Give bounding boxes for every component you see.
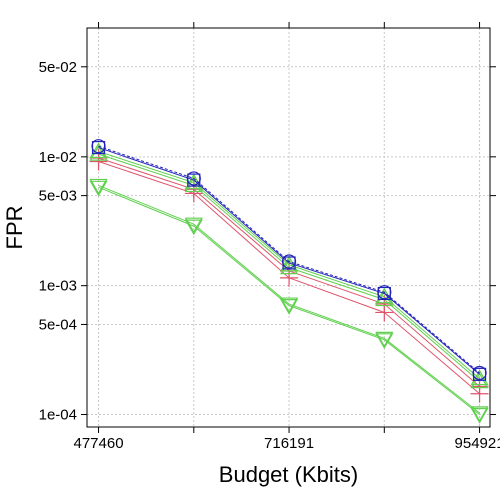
x-tick-label: 477460 — [74, 435, 124, 452]
axis-ticks: 477460 716191 954921 5e-02 1e-02 5e-03 1e-03 5e… — [39, 22, 500, 452]
series-line — [98, 186, 480, 415]
circle-marker — [91, 139, 106, 154]
circle-marker — [186, 171, 201, 186]
x-axis-label: Budget (Kbits) — [219, 462, 358, 487]
triangle-down-marker — [184, 219, 203, 236]
triangle-down-marker — [280, 299, 299, 315]
circle-marker — [281, 254, 297, 269]
x-tick-label: 954921 — [455, 435, 500, 452]
series-line — [98, 147, 480, 375]
circle-marker — [377, 285, 392, 300]
triangle-up-marker — [375, 290, 394, 307]
circle-marker — [472, 365, 487, 381]
x-tick-label: 716191 — [264, 435, 314, 452]
y-tick-label: 5e-04 — [39, 316, 77, 333]
triangle-up-marker — [89, 142, 108, 159]
series-line — [98, 145, 480, 374]
triangle-down-marker — [89, 180, 108, 197]
series-line — [98, 151, 480, 379]
y-axis-label: FPR — [2, 206, 27, 250]
triangle-down-marker — [470, 407, 489, 424]
series-2 — [89, 180, 489, 424]
triangle-down-marker — [89, 178, 108, 195]
series-layer — [89, 139, 489, 424]
y-tick-label: 5e-03 — [39, 188, 77, 205]
y-tick-label: 1e-04 — [39, 407, 77, 424]
triangle-down-marker — [184, 217, 203, 234]
triangle-down-marker — [280, 297, 299, 314]
triangle-down-marker — [375, 333, 394, 350]
series-8 — [91, 139, 487, 381]
grid-lines — [87, 28, 490, 427]
y-tick-label: 1e-02 — [39, 149, 77, 166]
series-1 — [89, 178, 489, 423]
y-tick-label: 1e-03 — [39, 278, 77, 295]
plot-frame — [86, 27, 491, 428]
triangle-down-marker — [375, 331, 394, 348]
triangle-down-marker — [470, 406, 489, 423]
triangle-up-marker — [184, 176, 203, 193]
y-tick-label: 5e-02 — [39, 59, 77, 76]
series-line — [98, 184, 480, 414]
